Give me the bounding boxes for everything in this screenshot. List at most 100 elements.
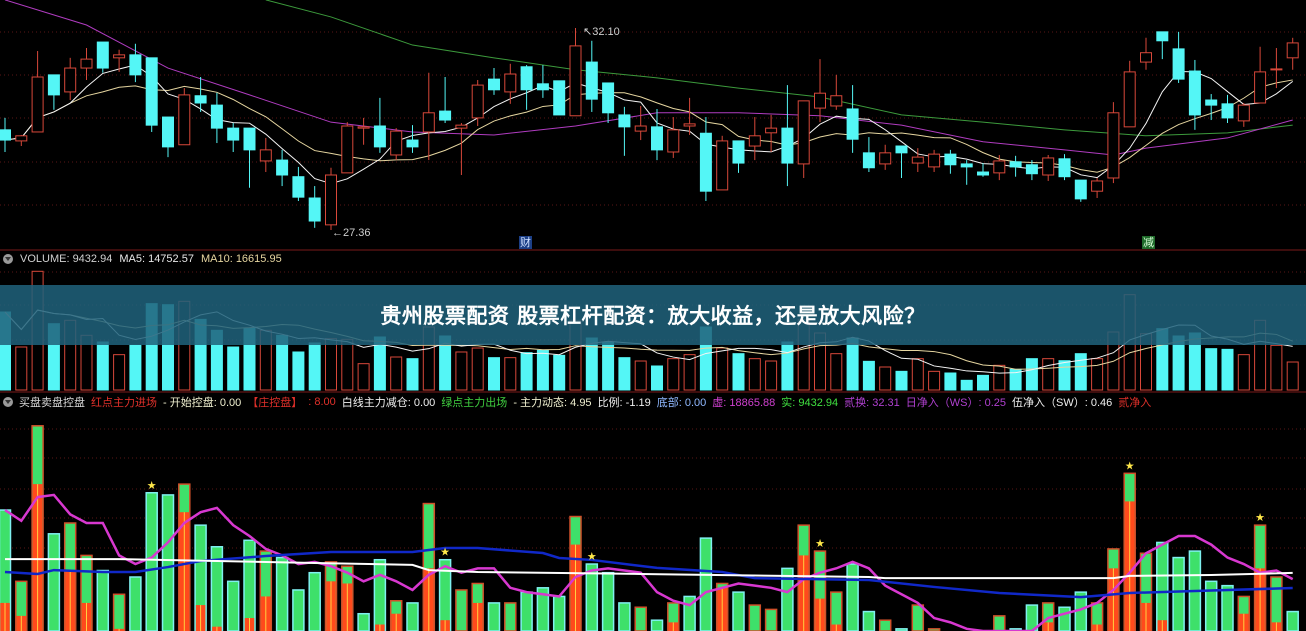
volume-bar (406, 358, 419, 391)
candle (488, 68, 500, 95)
candle (1123, 60, 1136, 128)
indicator-bar (764, 608, 778, 631)
candle-body (1254, 71, 1267, 104)
indicator-bar-total (406, 602, 419, 631)
low-price-label: ←27.36 (332, 227, 371, 239)
volume-bar (732, 353, 745, 391)
volume-bar (977, 374, 989, 391)
reduce-marker[interactable]: 减 (1142, 236, 1155, 249)
volume-bar (96, 341, 109, 391)
volume-bar (536, 349, 549, 391)
candle-body (634, 125, 647, 132)
volume-bar (765, 360, 778, 391)
candle (178, 88, 191, 146)
candle (1270, 48, 1283, 89)
indicator-bar-total (1058, 606, 1071, 631)
candle-body (194, 95, 207, 104)
collapse-chevron-icon[interactable] (3, 397, 13, 407)
candle-body (390, 130, 403, 156)
candle (422, 72, 435, 161)
candle-body (162, 116, 174, 148)
candle-body (895, 145, 908, 154)
indicator-bar (357, 612, 370, 631)
candle-body (1074, 179, 1087, 200)
candle (1237, 102, 1250, 127)
candle (520, 65, 533, 110)
star-icon: ★ (587, 550, 597, 563)
indicator-bar-total (1156, 541, 1169, 631)
candle (1221, 94, 1234, 124)
candle-body (227, 127, 240, 141)
indicator-bar (1090, 602, 1104, 631)
candle-body (732, 140, 745, 164)
indicator-bar (520, 591, 533, 631)
finance-marker[interactable]: 财 (519, 236, 532, 249)
candle-body (308, 197, 321, 222)
candle-body (797, 100, 810, 165)
indicator-bar (601, 571, 615, 631)
candle-body (471, 84, 484, 119)
candle (699, 117, 712, 201)
indicator-bar (0, 509, 12, 631)
volume-bar (341, 338, 354, 391)
indicator-bar-total (357, 612, 370, 631)
candle-body (325, 174, 337, 226)
indicator-bar (748, 604, 762, 631)
candle-body (357, 126, 370, 129)
indicator-bar (487, 602, 501, 631)
candle-body (1286, 42, 1299, 59)
indicator-bar (911, 604, 925, 631)
volume-bar (308, 342, 321, 391)
volume-bar (1058, 360, 1071, 391)
volume-ma10: MA10: 16615.95 (200, 253, 282, 265)
volume-value: VOLUME: 9432.94 (20, 253, 113, 265)
collapse-chevron-icon[interactable] (3, 254, 13, 264)
indicator-bar (406, 602, 419, 631)
candle-body (292, 176, 305, 198)
indicator-bar (161, 494, 175, 631)
candle (210, 92, 223, 144)
indicator-bar (1270, 576, 1283, 631)
candle-body (504, 73, 517, 93)
candle (113, 49, 126, 72)
volume-bar (895, 370, 908, 391)
indicator-bar-total (618, 602, 631, 631)
candle (1091, 177, 1104, 199)
candle (325, 167, 337, 230)
white-line (5, 558, 1293, 580)
candle-body (765, 127, 778, 134)
indicator-bar (715, 582, 729, 631)
indicator-bar-total (275, 556, 289, 631)
indicator-bar-total (601, 571, 615, 631)
indicator-item: 【庄控盘】 (247, 397, 303, 409)
indicator-bar (194, 524, 207, 631)
volume-bar (129, 344, 142, 391)
indicator-bar (830, 591, 843, 631)
candle (765, 114, 778, 152)
indicator-item: 白线主力减仓: 0.00 (341, 397, 436, 409)
candle (373, 97, 386, 153)
candle (341, 122, 354, 174)
candle (928, 149, 941, 173)
indicator-bar (1058, 606, 1071, 631)
indicator-bar-total (47, 533, 61, 631)
candle (667, 117, 680, 158)
candle-body (439, 110, 452, 121)
candle-body (618, 114, 631, 128)
indicator-bar (878, 619, 892, 631)
candle-body (960, 163, 973, 168)
candle-body (1205, 99, 1218, 106)
indicator-bar (341, 565, 354, 631)
candle (944, 149, 957, 174)
volume-bar (553, 354, 566, 391)
candle (651, 108, 663, 161)
candle-body (553, 80, 566, 116)
candle (879, 144, 892, 170)
candle (977, 163, 989, 177)
indicator-bar (667, 602, 680, 631)
indicator-bar (650, 619, 664, 631)
candle-body (96, 41, 109, 69)
candle-body (276, 159, 289, 176)
indicator-item: 红点主力进场 (91, 397, 157, 409)
indicator-bar (63, 522, 77, 631)
